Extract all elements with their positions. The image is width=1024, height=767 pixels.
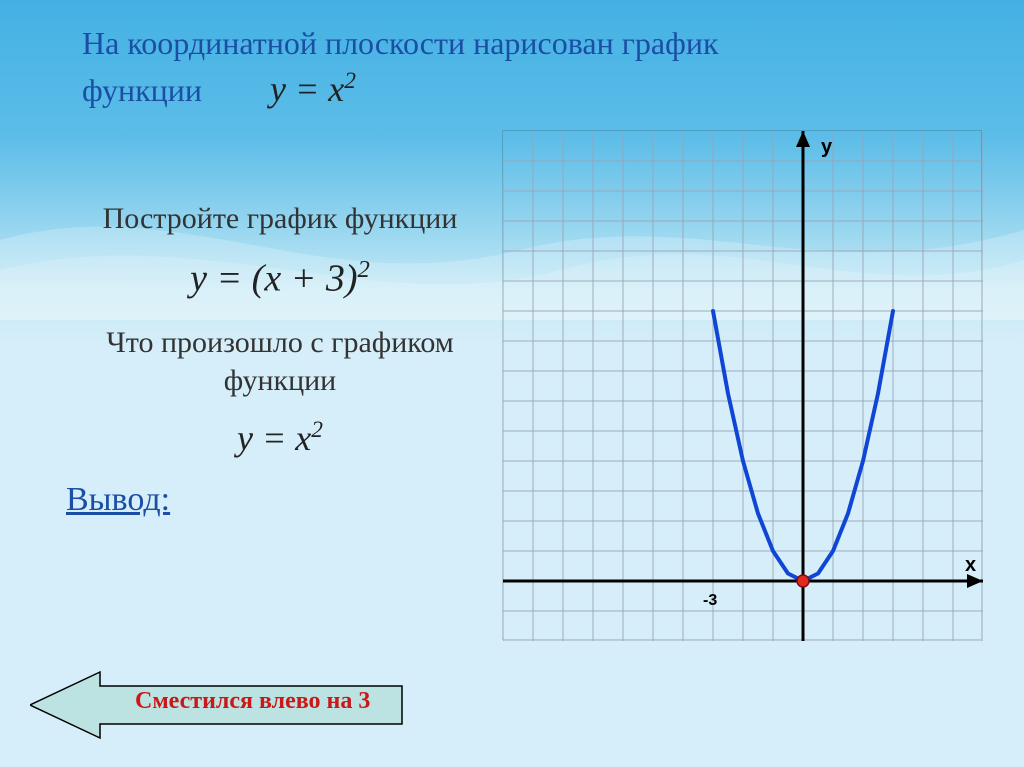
title-line2: функции bbox=[82, 72, 202, 108]
page-title: На координатной плоскости нарисован граф… bbox=[82, 22, 902, 114]
title-line1: На координатной плоскости нарисован граф… bbox=[82, 25, 718, 61]
formula-1: y = (x + 3)2 bbox=[60, 256, 500, 301]
prompt-1: Постройте график функции bbox=[60, 200, 500, 238]
left-panel: Постройте график функции y = (x + 3)2 Чт… bbox=[60, 200, 500, 519]
svg-text:x: x bbox=[965, 554, 976, 576]
formula-2: y = x2 bbox=[60, 417, 500, 459]
prompt-2: Что произошло с графиком функции bbox=[60, 324, 500, 399]
svg-text:y: y bbox=[821, 136, 833, 158]
chart-area: y x -3 bbox=[502, 130, 982, 640]
conclusion-label: Вывод: bbox=[66, 481, 500, 519]
answer-arrow: Сместился влево на 3 bbox=[30, 670, 410, 740]
title-formula: y = x2 bbox=[270, 65, 356, 114]
parabola-chart: y x -3 bbox=[503, 131, 983, 641]
arrow-label: Сместился влево на 3 bbox=[135, 688, 370, 715]
svg-text:-3: -3 bbox=[703, 592, 717, 609]
